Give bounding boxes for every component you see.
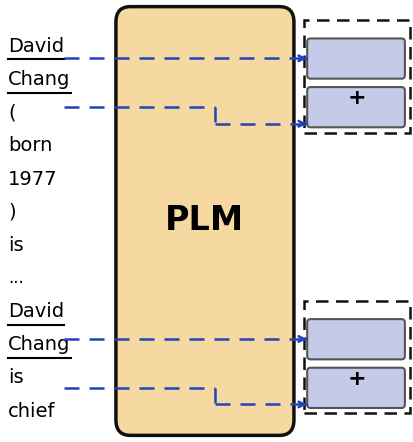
Text: 1977: 1977: [8, 170, 58, 188]
Text: PLM: PLM: [165, 205, 244, 237]
Text: ): ): [8, 203, 16, 221]
Text: chief: chief: [8, 402, 56, 420]
Text: +: +: [347, 88, 366, 108]
FancyBboxPatch shape: [306, 38, 404, 79]
Text: David: David: [8, 37, 64, 56]
Text: Chang: Chang: [8, 335, 71, 354]
Text: is: is: [8, 236, 24, 255]
FancyBboxPatch shape: [116, 7, 293, 435]
Text: (: (: [8, 103, 16, 122]
Text: Chang: Chang: [8, 70, 71, 89]
Text: born: born: [8, 137, 52, 155]
FancyBboxPatch shape: [306, 87, 404, 127]
FancyBboxPatch shape: [306, 368, 404, 408]
Text: David: David: [8, 302, 64, 321]
Text: is: is: [8, 369, 24, 387]
Bar: [304, 301, 409, 413]
Text: ...: ...: [8, 270, 24, 287]
Text: +: +: [347, 369, 366, 389]
FancyBboxPatch shape: [306, 319, 404, 359]
Bar: [304, 20, 409, 133]
